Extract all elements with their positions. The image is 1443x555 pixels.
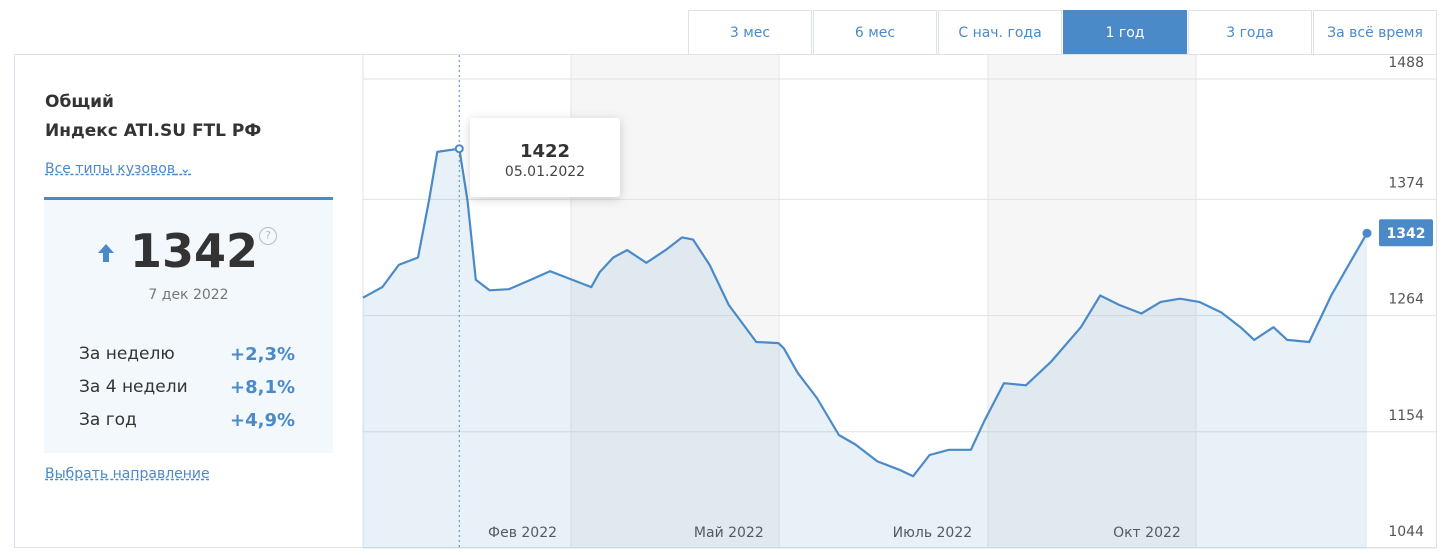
help-icon[interactable]: ? [259, 227, 277, 245]
stat-label: За неделю [79, 344, 175, 364]
y-tick-label: 1488 [1388, 55, 1424, 71]
line [362, 147, 1368, 478]
tooltip: 1422 05.01.2022 [470, 118, 620, 197]
filter-text[interactable]: Все типы кузовов [45, 161, 176, 177]
period-tab[interactable]: 3 мес [688, 10, 812, 54]
y-tick-label: 1154 [1388, 408, 1424, 424]
stat-label: За год [79, 410, 137, 430]
x-tick-label: Июль 2022 [893, 525, 973, 541]
hover-point [454, 144, 464, 154]
tooltip-value: 1422 [520, 141, 570, 162]
subtitle: Индекс ATI.SU FTL РФ [45, 121, 262, 141]
period-tab[interactable]: 1 год [1063, 10, 1187, 54]
period-tab[interactable]: За всё время [1313, 10, 1437, 54]
x-tick-label: Фев 2022 [488, 525, 557, 541]
stat-value: +8,1% [230, 377, 296, 398]
tooltip-box [470, 118, 620, 197]
period-tab[interactable]: 6 мес [813, 10, 937, 54]
last-value-label: 1342 [1387, 226, 1426, 242]
current-value: 1342 [130, 224, 259, 278]
summary-card: 1342 ? 7 дек 2022 За неделю +2,3% За 4 нед… [44, 197, 333, 453]
y-tick-label: 1374 [1388, 175, 1424, 191]
stat-label: За 4 недели [79, 377, 188, 397]
current-date: 7 дек 2022 [148, 287, 229, 303]
up-arrow [98, 244, 114, 262]
title: Общий [45, 92, 114, 112]
x-tick-label: Май 2022 [694, 525, 764, 541]
x-tick-label: Окт 2022 [1113, 525, 1181, 541]
stat-value: +2,3% [230, 344, 296, 365]
period-tab[interactable]: 3 года [1188, 10, 1312, 54]
period-tab[interactable]: С нач. года [938, 10, 1062, 54]
last-value-box [1379, 219, 1433, 247]
area [363, 148, 1367, 548]
choose-direction[interactable]: Выбрать направление [45, 466, 210, 482]
tooltip-date: 05.01.2022 [505, 164, 585, 180]
stat-value: +4,9% [230, 410, 296, 431]
body-filter[interactable]: Все типы кузовов ⌄ [45, 161, 192, 177]
y-tick-label: 1264 [1388, 292, 1424, 308]
y-tick-label: 1044 [1388, 524, 1424, 540]
last-point [1362, 228, 1372, 238]
